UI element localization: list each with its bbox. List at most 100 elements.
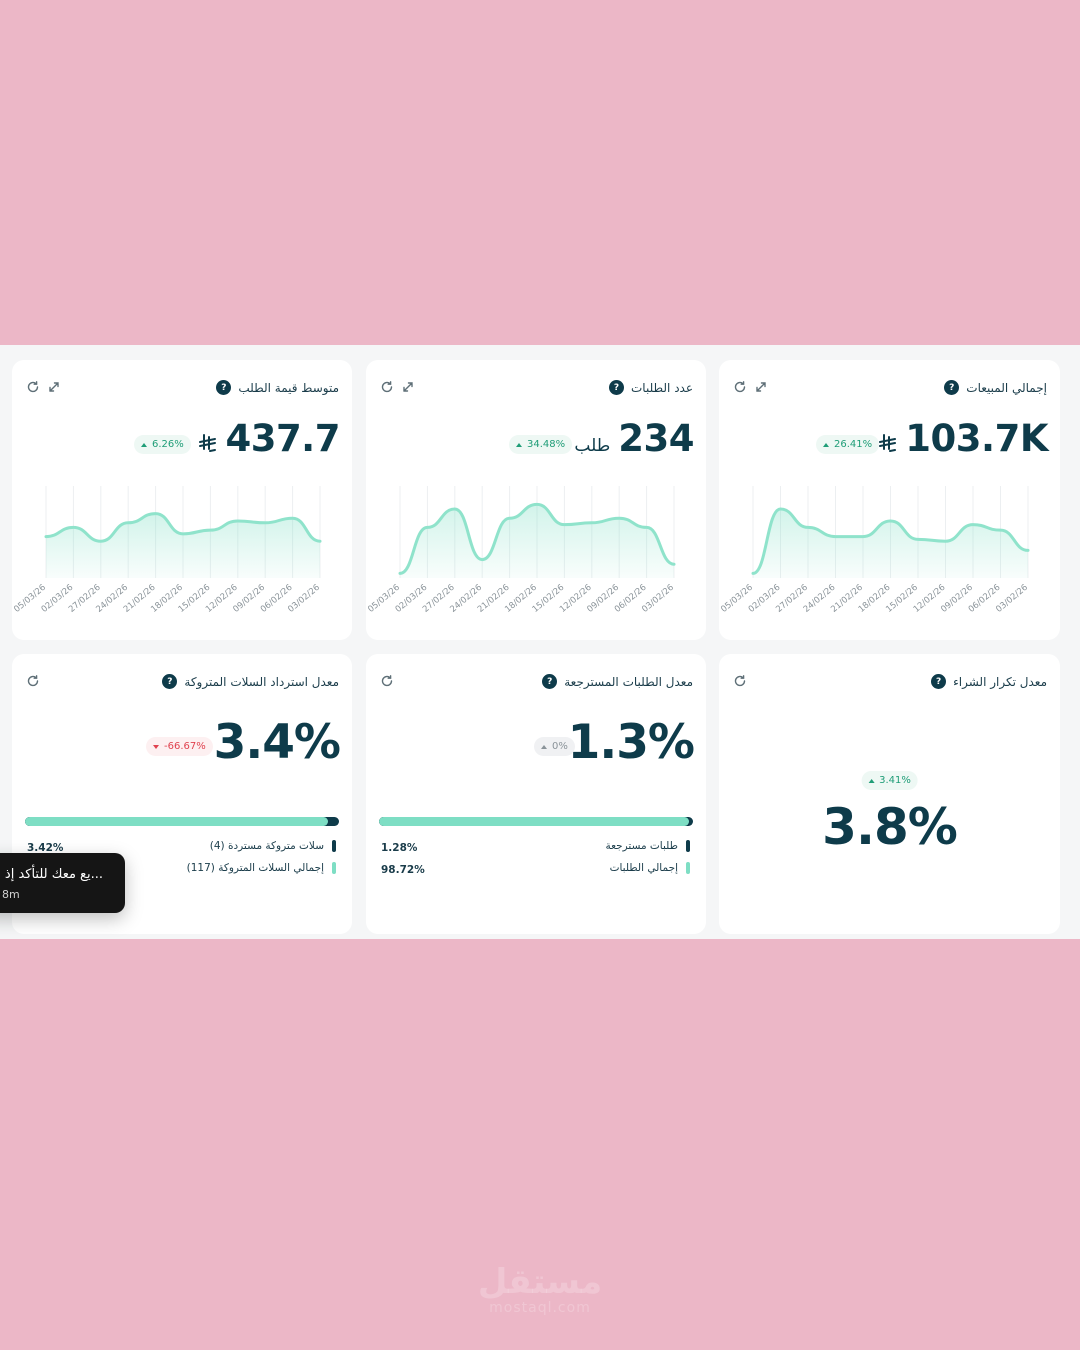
refresh-icon[interactable] [26,674,40,688]
kpi-value: 103.7K [905,417,1048,460]
legend-swatch [332,840,336,852]
watermark-logo: مستقل [477,1262,603,1302]
help-icon[interactable]: ? [944,380,960,395]
card-tools [380,674,394,688]
arrow-down-icon [153,744,159,749]
card-abandoned-recovery: معدل استرداد السلات المتروكة ? 3.4% -66.… [12,654,352,934]
riyal-icon [879,434,897,452]
card-tools [26,674,40,688]
legend-swatch [686,862,690,874]
change-badge: 0% [534,737,575,756]
help-icon[interactable]: ? [931,674,947,689]
change-badge: -66.67% [146,737,213,756]
legend-item: طلبات مسترجعة [605,840,690,852]
expand-icon[interactable] [47,380,61,394]
legend-item: إجمالي الطلبات [610,862,690,874]
card-repeat-purchase: معدل تكرار الشراء ? 3.41% 3.8% [719,654,1060,934]
card-tools [380,380,415,394]
series-area [400,504,674,578]
card-title: إجمالي المبيعات [966,380,1047,395]
card-returned-orders: معدل الطلبات المسترجعة ? 1.3% 0% طلبات م… [366,654,706,934]
card-header: معدل استرداد السلات المتروكة ? [162,674,339,689]
card-tools [733,380,768,394]
avg-order-chart: 05/03/2602/03/2627/02/2624/02/2621/02/26… [12,486,322,615]
help-icon[interactable]: ? [542,674,558,689]
legend-item: إجمالي السلات المتروكة (117) [187,862,336,874]
progress-fill [25,817,329,826]
toast-notification[interactable]: ...يع معك للتأكد إذ 8m [0,853,125,913]
card-title: عدد الطلبات [631,380,693,395]
progress-fill [379,817,689,826]
card-tools [733,674,747,688]
kpi-value: 1.3% [567,715,695,770]
legend-pct: 3.42% [27,842,64,854]
change-badge: 6.26% [134,435,191,454]
series-area [46,513,320,578]
help-icon[interactable]: ? [162,674,178,689]
legend-swatch [332,862,336,874]
series-line [751,507,1030,575]
legend-label: سلات متروكة مستردة (4) [209,840,324,852]
dashboard-board: إجمالي المبيعات ? 103.7K 26.41% 05/03/26… [0,345,1080,939]
kpi-unit: طلب [574,436,611,456]
change-badge: 26.41% [816,435,880,454]
change-value: 6.26% [152,439,184,450]
change-badge: 3.41% [861,771,918,790]
legend-item: سلات متروكة مستردة (4) [210,840,336,852]
orders-chart: 05/03/2602/03/2627/02/2624/02/2621/02/26… [366,486,676,615]
toast-message: ...يع معك للتأكد إذ [4,867,103,882]
help-icon[interactable]: ? [216,380,232,395]
change-value: 26.41% [834,439,873,450]
card-header: عدد الطلبات ? [609,380,693,395]
arrow-up-icon [868,778,875,783]
change-value: -66.67% [164,741,206,752]
sales-chart: 05/03/2602/03/2627/02/2624/02/2621/02/26… [719,486,1030,615]
card-title: معدل الطلبات المسترجعة [564,674,693,689]
kpi-value: 3.8% [822,798,958,856]
arrow-up-icon [516,442,522,447]
change-value: 3.41% [879,775,911,786]
legend-label: إجمالي الطلبات [609,862,678,874]
legend-pct: 98.72% [381,864,425,876]
arrow-up-icon [823,442,829,447]
change-value: 0% [552,741,568,752]
kpi-value: 3.4% [213,715,341,770]
card-title: متوسط قيمة الطلب [238,380,339,395]
arrow-up-icon [141,442,147,447]
refresh-icon[interactable] [380,674,394,688]
card-orders-count: عدد الطلبات ? طلب 234 34.48% 05/03/26 02/… [366,360,706,640]
kpi-value-row: 437.7 [197,420,340,457]
kpi-value: 234 [618,417,694,460]
series-line [44,512,322,543]
legend-label: طلبات مسترجعة [605,840,678,852]
change-value: 34.48% [527,439,566,450]
refresh-icon[interactable] [26,380,40,394]
card-header: إجمالي المبيعات ? [944,380,1047,395]
card-total-sales: إجمالي المبيعات ? 103.7K 26.41% 05/03/26… [719,360,1060,640]
legend-label: إجمالي السلات المتروكة (117) [186,862,324,874]
legend-pct: 1.28% [381,842,418,854]
refresh-icon[interactable] [733,380,747,394]
series-line [398,502,676,575]
card-title: معدل استرداد السلات المتروكة [184,674,339,689]
kpi-value-row: 103.7K [877,420,1048,457]
kpi-value-row: طلب 234 [574,420,694,457]
change-badge: 34.48% [509,435,573,454]
refresh-icon[interactable] [380,380,394,394]
series-area [753,509,1028,578]
card-tools [26,380,61,394]
watermark-url: mostaql.com [489,1300,591,1316]
progress-bar [379,817,693,826]
expand-icon[interactable] [401,380,415,394]
arrow-up-icon [541,744,547,749]
card-title: معدل تكرار الشراء [953,674,1047,689]
toast-time: 8m [2,888,20,901]
watermark: مستقل mostaql.com [0,1262,1080,1316]
card-header: متوسط قيمة الطلب ? [216,380,339,395]
card-header: معدل تكرار الشراء ? [931,674,1047,689]
help-icon[interactable]: ? [609,380,624,395]
expand-icon[interactable] [754,380,768,394]
card-header: معدل الطلبات المسترجعة ? [542,674,693,689]
card-avg-order-value: متوسط قيمة الطلب ? 437.7 6.26% 05/03/26 0… [12,360,352,640]
refresh-icon[interactable] [733,674,747,688]
